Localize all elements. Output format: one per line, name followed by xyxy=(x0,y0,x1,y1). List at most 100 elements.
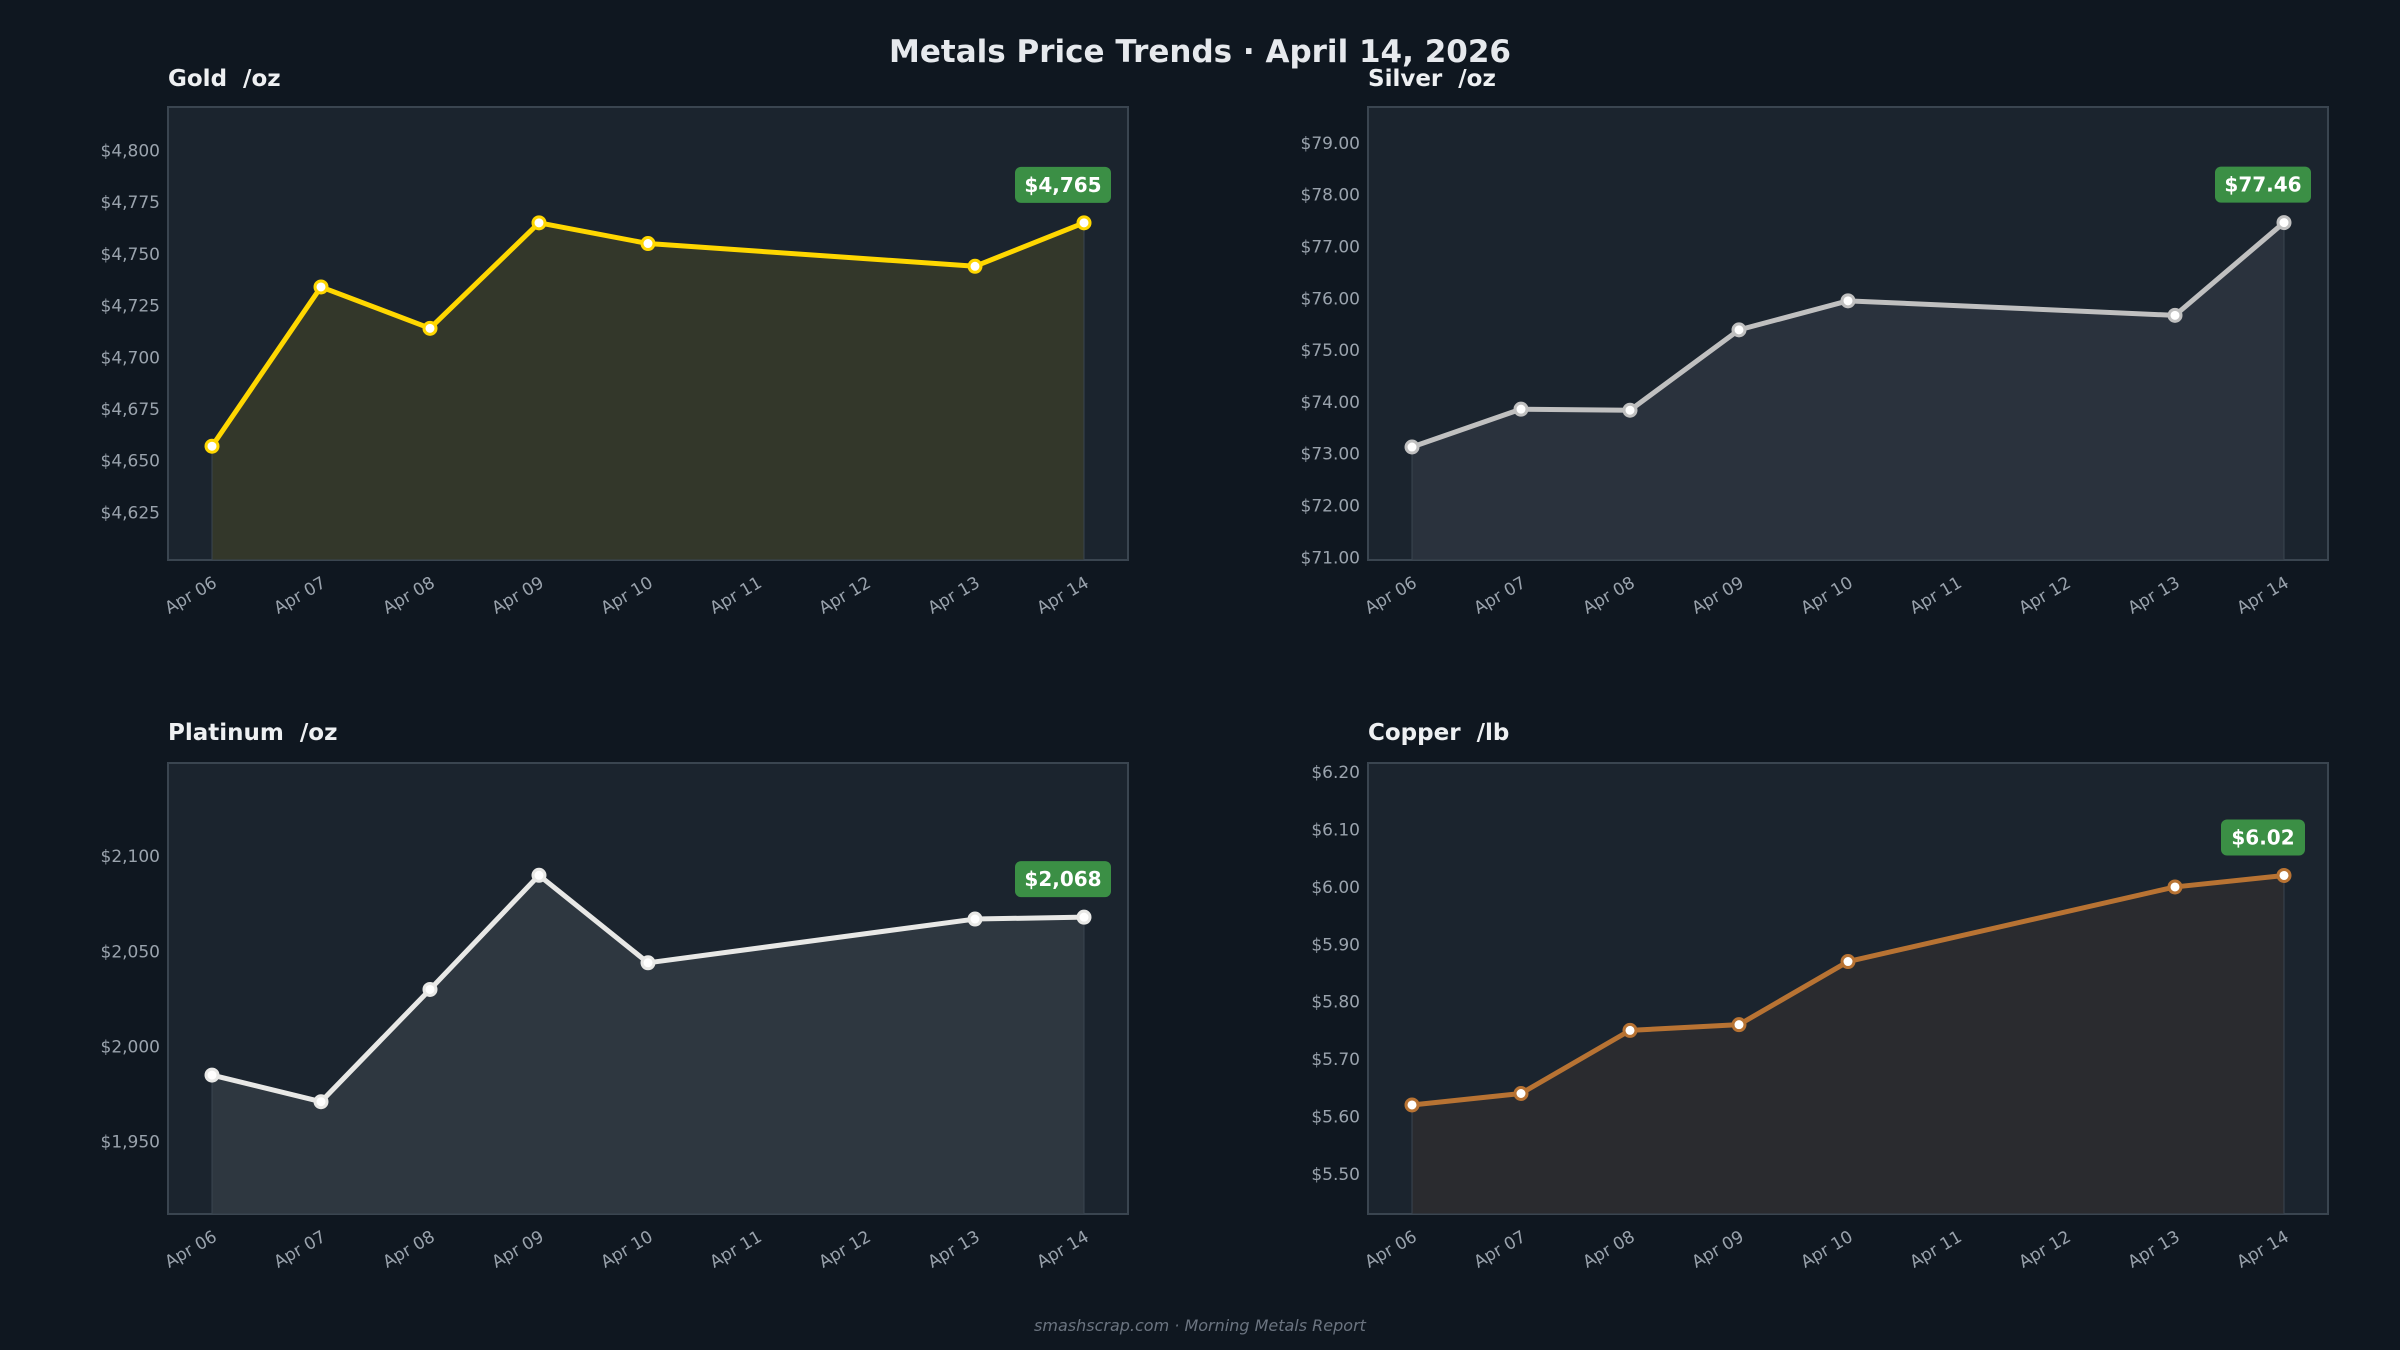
data-point-apr-07 xyxy=(1513,1086,1529,1102)
data-point-apr-14 xyxy=(1076,909,1092,925)
y-tick-label: $4,750 xyxy=(101,245,160,265)
y-tick-label: $5.80 xyxy=(1311,993,1360,1013)
gold-chart: $4,625 $4,650 $4,675 $4,700 $4,725 $4,750 $4,7… xyxy=(101,106,1129,619)
y-tick-label: $4,775 xyxy=(101,193,160,213)
x-tick-label: Apr 11 xyxy=(707,573,766,619)
data-point-apr-06 xyxy=(1404,1097,1420,1113)
x-tick-label: Apr 10 xyxy=(598,573,657,619)
x-tick-label: Apr 11 xyxy=(1907,1227,1966,1273)
data-point-apr-13 xyxy=(967,258,983,274)
y-tick-label: $2,000 xyxy=(101,1038,160,1058)
data-point-apr-08 xyxy=(422,320,438,336)
silver-chart-title: Silver /oz xyxy=(1368,66,1496,92)
x-tick-label: Apr 08 xyxy=(1580,573,1639,619)
y-tick-label: $76.00 xyxy=(1301,289,1360,309)
x-tick-label: Apr 13 xyxy=(925,573,984,619)
data-point-apr-06 xyxy=(1404,439,1420,455)
footer-credit: smashscrap.com · Morning Metals Report xyxy=(1034,1316,1366,1335)
data-point-apr-06 xyxy=(204,1067,220,1083)
x-tick-label: Apr 08 xyxy=(380,573,439,619)
data-point-apr-08 xyxy=(1622,402,1638,418)
last-price-label: $77.46 xyxy=(2224,173,2301,197)
y-tick-label: $74.00 xyxy=(1301,393,1360,413)
x-tick-label: Apr 10 xyxy=(1798,1227,1857,1273)
x-tick-label: Apr 10 xyxy=(1798,573,1857,619)
data-point-apr-08 xyxy=(1622,1022,1638,1038)
x-tick-label: Apr 09 xyxy=(1689,1227,1748,1273)
data-point-apr-09 xyxy=(531,867,547,883)
data-point-apr-10 xyxy=(640,236,656,252)
x-tick-label: Apr 12 xyxy=(2016,1227,2075,1273)
y-tick-label: $73.00 xyxy=(1301,445,1360,465)
x-tick-label: Apr 11 xyxy=(1907,573,1966,619)
y-tick-label: $4,800 xyxy=(101,141,160,161)
y-tick-label: $5.50 xyxy=(1311,1165,1360,1185)
x-tick-label: Apr 12 xyxy=(816,1227,875,1273)
x-tick-label: Apr 12 xyxy=(2016,573,2075,619)
x-tick-label: Apr 07 xyxy=(1471,1227,1530,1273)
data-point-apr-10 xyxy=(640,955,656,971)
data-point-apr-13 xyxy=(967,911,983,927)
data-point-apr-07 xyxy=(313,1094,329,1110)
x-tick-label: Apr 06 xyxy=(1362,1227,1421,1273)
data-point-apr-14 xyxy=(2276,215,2292,231)
x-tick-label: Apr 06 xyxy=(162,573,221,619)
y-tick-label: $6.10 xyxy=(1311,821,1360,841)
data-point-apr-10 xyxy=(1840,954,1856,970)
data-point-apr-14 xyxy=(1076,215,1092,231)
last-price-label: $2,068 xyxy=(1024,867,1101,891)
last-price-badge: $2,068 xyxy=(1015,861,1111,898)
x-tick-label: Apr 09 xyxy=(489,573,548,619)
last-price-label: $4,765 xyxy=(1024,173,1101,197)
y-tick-label: $5.90 xyxy=(1311,935,1360,955)
x-tick-label: Apr 09 xyxy=(489,1227,548,1273)
y-tick-label: $75.00 xyxy=(1301,341,1360,361)
y-tick-label: $71.00 xyxy=(1301,548,1360,568)
y-tick-label: $77.00 xyxy=(1301,237,1360,257)
x-tick-label: Apr 07 xyxy=(1471,573,1530,619)
last-price-badge: $4,765 xyxy=(1015,166,1111,203)
platinum-chart: $1,950 $2,000 $2,050 $2,100 Apr 06 Apr 07 Apr … xyxy=(101,762,1129,1273)
x-tick-label: Apr 09 xyxy=(1689,573,1748,619)
copper-chart: $5.50 $5.60 $5.70 $5.80 $5.90 $6.00 $6.10 $6.20… xyxy=(1311,762,2329,1273)
data-point-apr-09 xyxy=(531,215,547,231)
page-title: Metals Price Trends · April 14, 2026 xyxy=(889,34,1511,70)
x-tick-label: Apr 07 xyxy=(271,573,330,619)
y-tick-label: $2,100 xyxy=(101,847,160,867)
y-tick-label: $5.70 xyxy=(1311,1050,1360,1070)
x-tick-label: Apr 14 xyxy=(1034,1227,1093,1273)
data-point-apr-13 xyxy=(2167,307,2183,323)
data-point-apr-10 xyxy=(1840,293,1856,309)
data-point-apr-09 xyxy=(1731,1017,1747,1033)
x-tick-label: Apr 06 xyxy=(1362,573,1421,619)
data-point-apr-08 xyxy=(422,981,438,997)
x-tick-label: Apr 14 xyxy=(2234,573,2293,619)
y-tick-label: $79.00 xyxy=(1301,134,1360,154)
copper-chart-title: Copper /lb xyxy=(1368,720,1510,746)
y-tick-label: $72.00 xyxy=(1301,497,1360,517)
platinum-chart-title: Platinum /oz xyxy=(168,720,338,746)
y-tick-label: $5.60 xyxy=(1311,1107,1360,1127)
x-tick-label: Apr 13 xyxy=(2125,573,2184,619)
x-tick-label: Apr 14 xyxy=(1034,573,1093,619)
x-tick-label: Apr 14 xyxy=(2234,1227,2293,1273)
x-tick-label: Apr 11 xyxy=(707,1227,766,1273)
last-price-badge: $6.02 xyxy=(2221,819,2305,856)
gold-chart-title: Gold /oz xyxy=(168,66,281,92)
y-tick-label: $4,625 xyxy=(101,503,160,523)
x-tick-label: Apr 06 xyxy=(162,1227,221,1273)
x-tick-label: Apr 13 xyxy=(2125,1227,2184,1273)
x-tick-label: Apr 08 xyxy=(1580,1227,1639,1273)
y-tick-label: $1,950 xyxy=(101,1133,160,1153)
y-tick-label: $4,725 xyxy=(101,297,160,317)
x-tick-label: Apr 10 xyxy=(598,1227,657,1273)
y-tick-label: $78.00 xyxy=(1301,186,1360,206)
y-tick-label: $6.20 xyxy=(1311,763,1360,783)
x-tick-label: Apr 12 xyxy=(816,573,875,619)
y-tick-label: $4,650 xyxy=(101,452,160,472)
x-tick-label: Apr 07 xyxy=(271,1227,330,1273)
y-tick-label: $4,675 xyxy=(101,400,160,420)
x-tick-label: Apr 08 xyxy=(380,1227,439,1273)
y-tick-label: $2,050 xyxy=(101,942,160,962)
